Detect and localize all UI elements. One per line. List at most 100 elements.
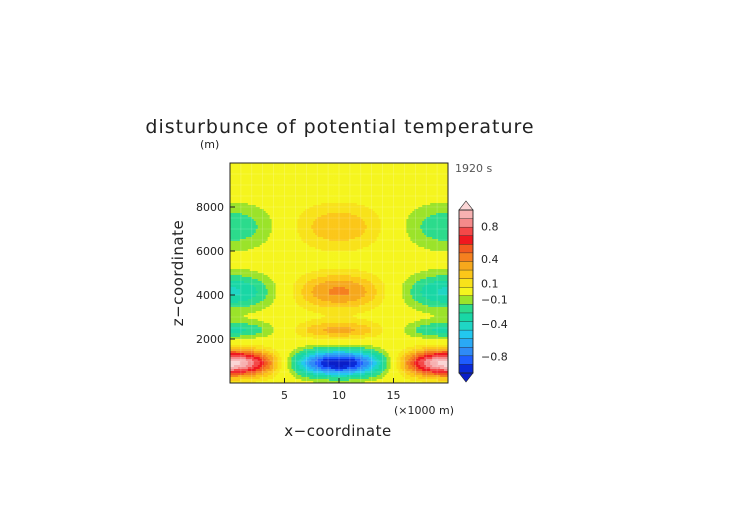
- field-cell: [352, 179, 356, 182]
- field-cell: [370, 177, 374, 180]
- field-cell: [446, 165, 449, 168]
- field-cell: [287, 189, 290, 192]
- field-cell: [277, 203, 280, 206]
- field-cell: [422, 187, 425, 190]
- field-cell: [247, 173, 251, 176]
- field-cell: [283, 181, 286, 184]
- field-cell: [297, 187, 300, 190]
- field-cell: [333, 225, 336, 228]
- field-cell: [380, 167, 383, 170]
- field-cell: [404, 169, 407, 172]
- field-cell: [426, 187, 429, 190]
- field-cell: [388, 179, 391, 182]
- field-cell: [261, 179, 265, 182]
- field-cell: [396, 179, 399, 182]
- field-cell: [275, 173, 278, 176]
- field-cell: [362, 167, 366, 170]
- field-cell: [400, 187, 403, 190]
- field-cell: [251, 175, 255, 178]
- field-cell: [325, 181, 328, 184]
- field-cell: [283, 169, 286, 172]
- field-cell: [430, 219, 433, 222]
- field-cell: [370, 169, 374, 172]
- field-cell: [446, 163, 449, 166]
- field-cell: [416, 183, 419, 186]
- field-cell: [364, 221, 368, 224]
- field-cell: [426, 165, 429, 168]
- field-cell: [430, 169, 433, 172]
- field-cell: [344, 171, 348, 174]
- field-cell: [267, 225, 270, 228]
- field-cell: [424, 165, 427, 168]
- field-cell: [263, 185, 267, 188]
- field-cell: [311, 179, 314, 182]
- field-cell: [436, 165, 439, 168]
- field-cell: [426, 171, 429, 174]
- field-cell: [396, 187, 399, 190]
- field-cell: [378, 185, 381, 188]
- field-cell: [386, 211, 389, 214]
- field-cell: [255, 189, 259, 192]
- field-cell: [325, 185, 328, 188]
- field-cell: [245, 169, 249, 172]
- field-cell: [386, 183, 389, 186]
- field-cell: [408, 167, 411, 170]
- field-cell: [408, 221, 411, 224]
- field-cell: [241, 179, 245, 182]
- field-cell: [394, 167, 397, 170]
- field-cell: [410, 179, 413, 182]
- field-cell: [327, 171, 330, 174]
- field-cell: [446, 169, 449, 172]
- field-cell: [414, 167, 417, 170]
- field-cell: [354, 179, 358, 182]
- field-cell: [321, 179, 324, 182]
- field-cell: [321, 229, 324, 232]
- field-cell: [384, 165, 387, 168]
- field-cell: [370, 181, 374, 184]
- field-cell: [337, 179, 340, 182]
- field-cell: [440, 185, 443, 188]
- field-cell: [358, 177, 362, 180]
- field-cell: [388, 169, 391, 172]
- field-cell: [412, 171, 415, 174]
- field-cell: [360, 165, 364, 168]
- field-cell: [376, 231, 379, 234]
- field-cell: [440, 173, 443, 176]
- field-cell: [267, 209, 270, 212]
- field-cell: [267, 175, 270, 178]
- field-cell: [372, 171, 376, 174]
- field-cell: [362, 169, 366, 172]
- field-cell: [396, 165, 399, 168]
- field-cell: [420, 211, 423, 214]
- field-cell: [368, 183, 372, 186]
- field-cell: [364, 177, 368, 180]
- field-cell: [247, 165, 251, 168]
- field-cell: [414, 165, 417, 168]
- field-cell: [354, 211, 358, 214]
- field-cell: [273, 181, 276, 184]
- field-cell: [263, 165, 267, 168]
- field-cell: [398, 175, 401, 178]
- field-cell: [263, 179, 267, 182]
- field-cell: [261, 177, 265, 180]
- field-cell: [354, 233, 358, 236]
- field-cell: [265, 189, 268, 192]
- field-cell: [283, 165, 286, 168]
- field-cell: [342, 219, 346, 222]
- field-cell: [305, 165, 308, 168]
- field-cell: [420, 185, 423, 188]
- field-cell: [382, 171, 385, 174]
- field-cell: [333, 179, 336, 182]
- field-cell: [233, 179, 237, 182]
- field-cell: [255, 183, 259, 186]
- field-cell: [233, 221, 237, 224]
- field-cell: [368, 179, 372, 182]
- field-cell: [249, 183, 253, 186]
- field-cell: [390, 165, 393, 168]
- field-cell: [382, 183, 385, 186]
- field-cell: [442, 243, 445, 246]
- field-cell: [239, 183, 243, 186]
- field-cell: [378, 183, 381, 186]
- field-cell: [406, 187, 409, 190]
- field-cell: [344, 189, 348, 192]
